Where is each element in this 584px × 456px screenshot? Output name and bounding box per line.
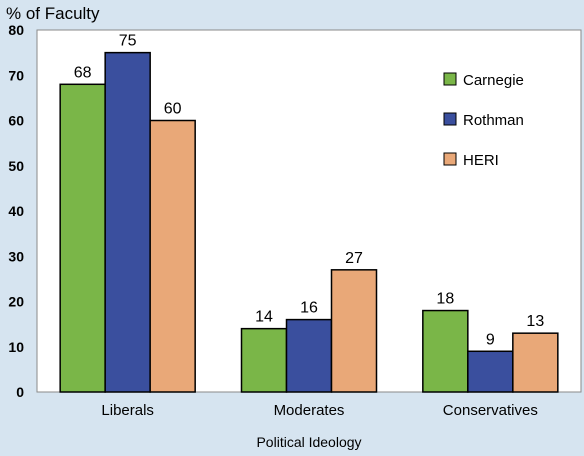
category-label-liberals: Liberals — [101, 402, 154, 419]
data-label: 13 — [526, 313, 544, 330]
legend-swatch-rothman — [443, 112, 457, 126]
bar-carnegie-moderates — [240, 327, 288, 393]
y-axis-title: % of Faculty — [6, 4, 100, 23]
bar-carnegie-conservatives — [422, 309, 469, 393]
y-tick-label: 80 — [8, 22, 24, 38]
data-label: 27 — [345, 250, 363, 267]
x-axis: Liberals Moderates Conservatives — [101, 402, 537, 419]
legend-label-rothman: Rothman — [463, 112, 524, 129]
data-labels: 68 75 60 14 16 27 18 9 13 — [74, 33, 545, 349]
legend-label-carnegie: Carnegie — [463, 72, 524, 89]
y-tick-label: 0 — [16, 384, 24, 400]
data-label: 60 — [164, 101, 182, 118]
bar-heri-liberals — [149, 119, 196, 393]
category-label-moderates: Moderates — [274, 402, 345, 419]
y-tick-label: 50 — [8, 158, 24, 174]
y-tick-label: 30 — [8, 248, 24, 264]
bar-rothman-moderates — [285, 318, 333, 393]
y-tick-label: 60 — [8, 113, 24, 129]
x-axis-title: Political Ideology — [256, 434, 361, 450]
data-label: 9 — [486, 331, 495, 348]
data-label: 14 — [255, 309, 273, 326]
bar-rothman-conservatives — [467, 350, 514, 393]
category-label-conservatives: Conservatives — [443, 402, 538, 419]
data-label: 18 — [436, 291, 454, 308]
data-label: 68 — [74, 64, 92, 81]
y-axis: 0 10 20 30 40 50 60 70 80 — [8, 22, 24, 400]
y-tick-label: 70 — [8, 67, 24, 83]
y-tick-label: 20 — [8, 294, 24, 310]
legend: Carnegie Rothman HERI — [443, 72, 524, 169]
bar-heri-moderates — [330, 269, 378, 393]
data-label: 16 — [300, 300, 318, 317]
bar-rothman-liberals — [104, 51, 151, 393]
legend-label-heri: HERI — [463, 152, 499, 169]
bars — [59, 51, 559, 393]
data-label: 75 — [119, 33, 137, 50]
legend-swatch-heri — [443, 152, 457, 166]
legend-swatch-carnegie — [443, 72, 457, 86]
bar-heri-conservatives — [512, 332, 559, 393]
bar-carnegie-liberals — [59, 83, 106, 393]
y-tick-label: 40 — [8, 203, 24, 219]
y-tick-label: 10 — [8, 339, 24, 355]
